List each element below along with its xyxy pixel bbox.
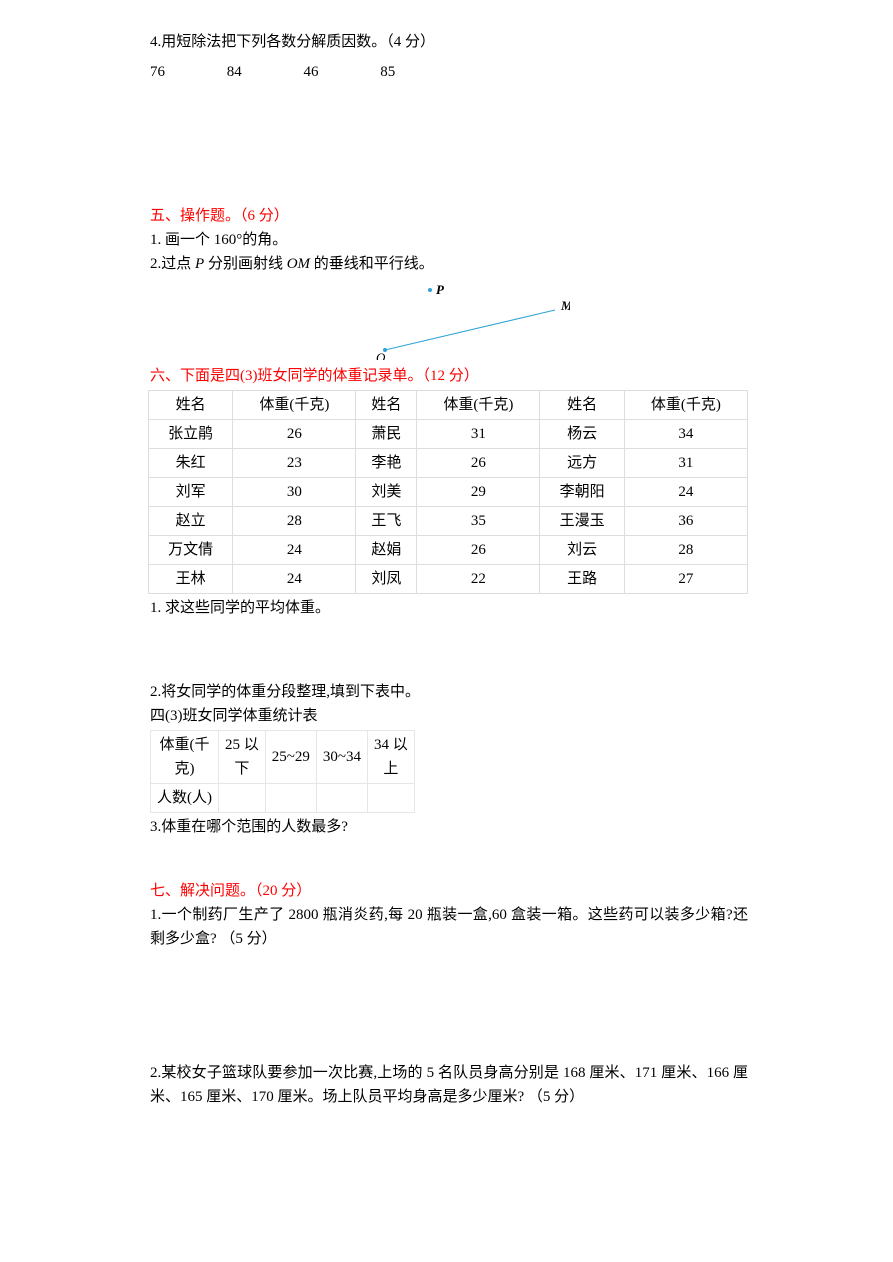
cell: 34: [624, 420, 747, 449]
cell: 王漫玉: [540, 507, 624, 536]
col-header: 姓名: [149, 391, 233, 420]
s5-q2-text: 2.过点: [150, 256, 195, 272]
table-row: 赵立28王飞35王漫玉36: [149, 507, 748, 536]
cell: 36: [624, 507, 747, 536]
cell: 朱红: [149, 449, 233, 478]
q4-num: 76: [150, 60, 165, 84]
section5-head: 五、操作题。（6 分）: [150, 204, 748, 228]
cell: 25 以下: [219, 731, 266, 784]
cell: 李艳: [356, 449, 417, 478]
ray-diagram-svg: O P M: [280, 280, 570, 360]
cell: 赵娟: [356, 536, 417, 565]
cell: 23: [233, 449, 356, 478]
s5-q2: 2.过点 P 分别画射线 OM 的垂线和平行线。: [150, 252, 748, 276]
cell: 王路: [540, 565, 624, 594]
cell: 人数(人): [151, 784, 219, 813]
table-header-row: 姓名 体重(千克) 姓名 体重(千克) 姓名 体重(千克): [149, 391, 748, 420]
blank-space: [150, 839, 748, 879]
cell: 刘美: [356, 478, 417, 507]
cell: 万文倩: [149, 536, 233, 565]
cell: 杨云: [540, 420, 624, 449]
s6-subtitle: 四(3)班女同学体重统计表: [150, 704, 748, 728]
cell: 体重(千克): [151, 731, 219, 784]
section6-head: 六、下面是四(3)班女同学的体重记录单。（12 分）: [150, 364, 748, 388]
cell: 30: [233, 478, 356, 507]
table-row: 张立鹃26萧民31杨云34: [149, 420, 748, 449]
q4-num: 46: [304, 60, 319, 84]
blank-space: [150, 620, 748, 680]
s6-q3: 3.体重在哪个范围的人数最多?: [150, 815, 748, 839]
cell: [316, 784, 367, 813]
col-header: 姓名: [540, 391, 624, 420]
cell: 31: [417, 420, 540, 449]
cell: 30~34: [316, 731, 367, 784]
cell: 赵立: [149, 507, 233, 536]
cell: [219, 784, 266, 813]
s6-q1: 1. 求这些同学的平均体重。: [150, 596, 748, 620]
cell: 35: [417, 507, 540, 536]
s7-q1: 1.一个制药厂生产了 2800 瓶消炎药,每 20 瓶装一盒,60 盒装一箱。这…: [150, 903, 748, 951]
point-p-dot: [428, 288, 432, 292]
q4-num: 85: [380, 60, 395, 84]
cell: 22: [417, 565, 540, 594]
geometry-diagram: O P M: [280, 280, 570, 360]
table-row: 刘军30刘美29李朝阳24: [149, 478, 748, 507]
ray-om: [385, 310, 555, 350]
cell: [265, 784, 316, 813]
cell: [368, 784, 415, 813]
cell: 远方: [540, 449, 624, 478]
cell: 王飞: [356, 507, 417, 536]
q4-num: 84: [227, 60, 242, 84]
weight-record-table: 姓名 体重(千克) 姓名 体重(千克) 姓名 体重(千克) 张立鹃26萧民31杨…: [148, 390, 748, 594]
s5-q2-text: 分别画射线: [204, 256, 287, 272]
cell: 王林: [149, 565, 233, 594]
cell: 24: [233, 536, 356, 565]
cell: 25~29: [265, 731, 316, 784]
table-body: 张立鹃26萧民31杨云34朱红23李艳26远方31刘军30刘美29李朝阳24赵立…: [149, 420, 748, 594]
table-row: 朱红23李艳26远方31: [149, 449, 748, 478]
cell: 24: [624, 478, 747, 507]
s7-q2: 2.某校女子篮球队要参加一次比赛,上场的 5 名队员身高分别是 168 厘米、1…: [150, 1061, 748, 1109]
col-header: 姓名: [356, 391, 417, 420]
q4-title: 4.用短除法把下列各数分解质因数。（4 分）: [150, 30, 748, 54]
col-header: 体重(千克): [233, 391, 356, 420]
cell: 26: [233, 420, 356, 449]
cell: 李朝阳: [540, 478, 624, 507]
cell: 刘云: [540, 536, 624, 565]
label-o: O: [376, 350, 386, 360]
s5-q2-text: 的垂线和平行线。: [310, 256, 434, 272]
italic-OM: OM: [287, 256, 310, 272]
q4-numbers: 76 84 46 85: [150, 60, 748, 84]
cell: 24: [233, 565, 356, 594]
col-header: 体重(千克): [624, 391, 747, 420]
cell: 刘凤: [356, 565, 417, 594]
label-p: P: [436, 282, 445, 297]
table-row: 万文倩24赵娟26刘云28: [149, 536, 748, 565]
col-header: 体重(千克): [417, 391, 540, 420]
weight-stats-table: 体重(千克) 25 以下 25~29 30~34 34 以上 人数(人): [150, 730, 415, 813]
document-page: 4.用短除法把下列各数分解质因数。（4 分） 76 84 46 85 五、操作题…: [0, 0, 893, 1139]
table-row: 体重(千克) 25 以下 25~29 30~34 34 以上: [151, 731, 415, 784]
table-row: 人数(人): [151, 784, 415, 813]
table-row: 王林24刘凤22王路27: [149, 565, 748, 594]
cell: 26: [417, 449, 540, 478]
cell: 28: [233, 507, 356, 536]
s5-q1: 1. 画一个 160°的角。: [150, 228, 748, 252]
cell: 28: [624, 536, 747, 565]
italic-P: P: [195, 256, 204, 272]
cell: 张立鹃: [149, 420, 233, 449]
cell: 29: [417, 478, 540, 507]
section7-head: 七、解决问题。（20 分）: [150, 879, 748, 903]
cell: 34 以上: [368, 731, 415, 784]
cell: 27: [624, 565, 747, 594]
label-m: M: [560, 298, 570, 313]
s6-q2: 2.将女同学的体重分段整理,填到下表中。: [150, 680, 748, 704]
blank-space: [150, 951, 748, 1061]
cell: 刘军: [149, 478, 233, 507]
cell: 26: [417, 536, 540, 565]
cell: 萧民: [356, 420, 417, 449]
cell: 31: [624, 449, 747, 478]
